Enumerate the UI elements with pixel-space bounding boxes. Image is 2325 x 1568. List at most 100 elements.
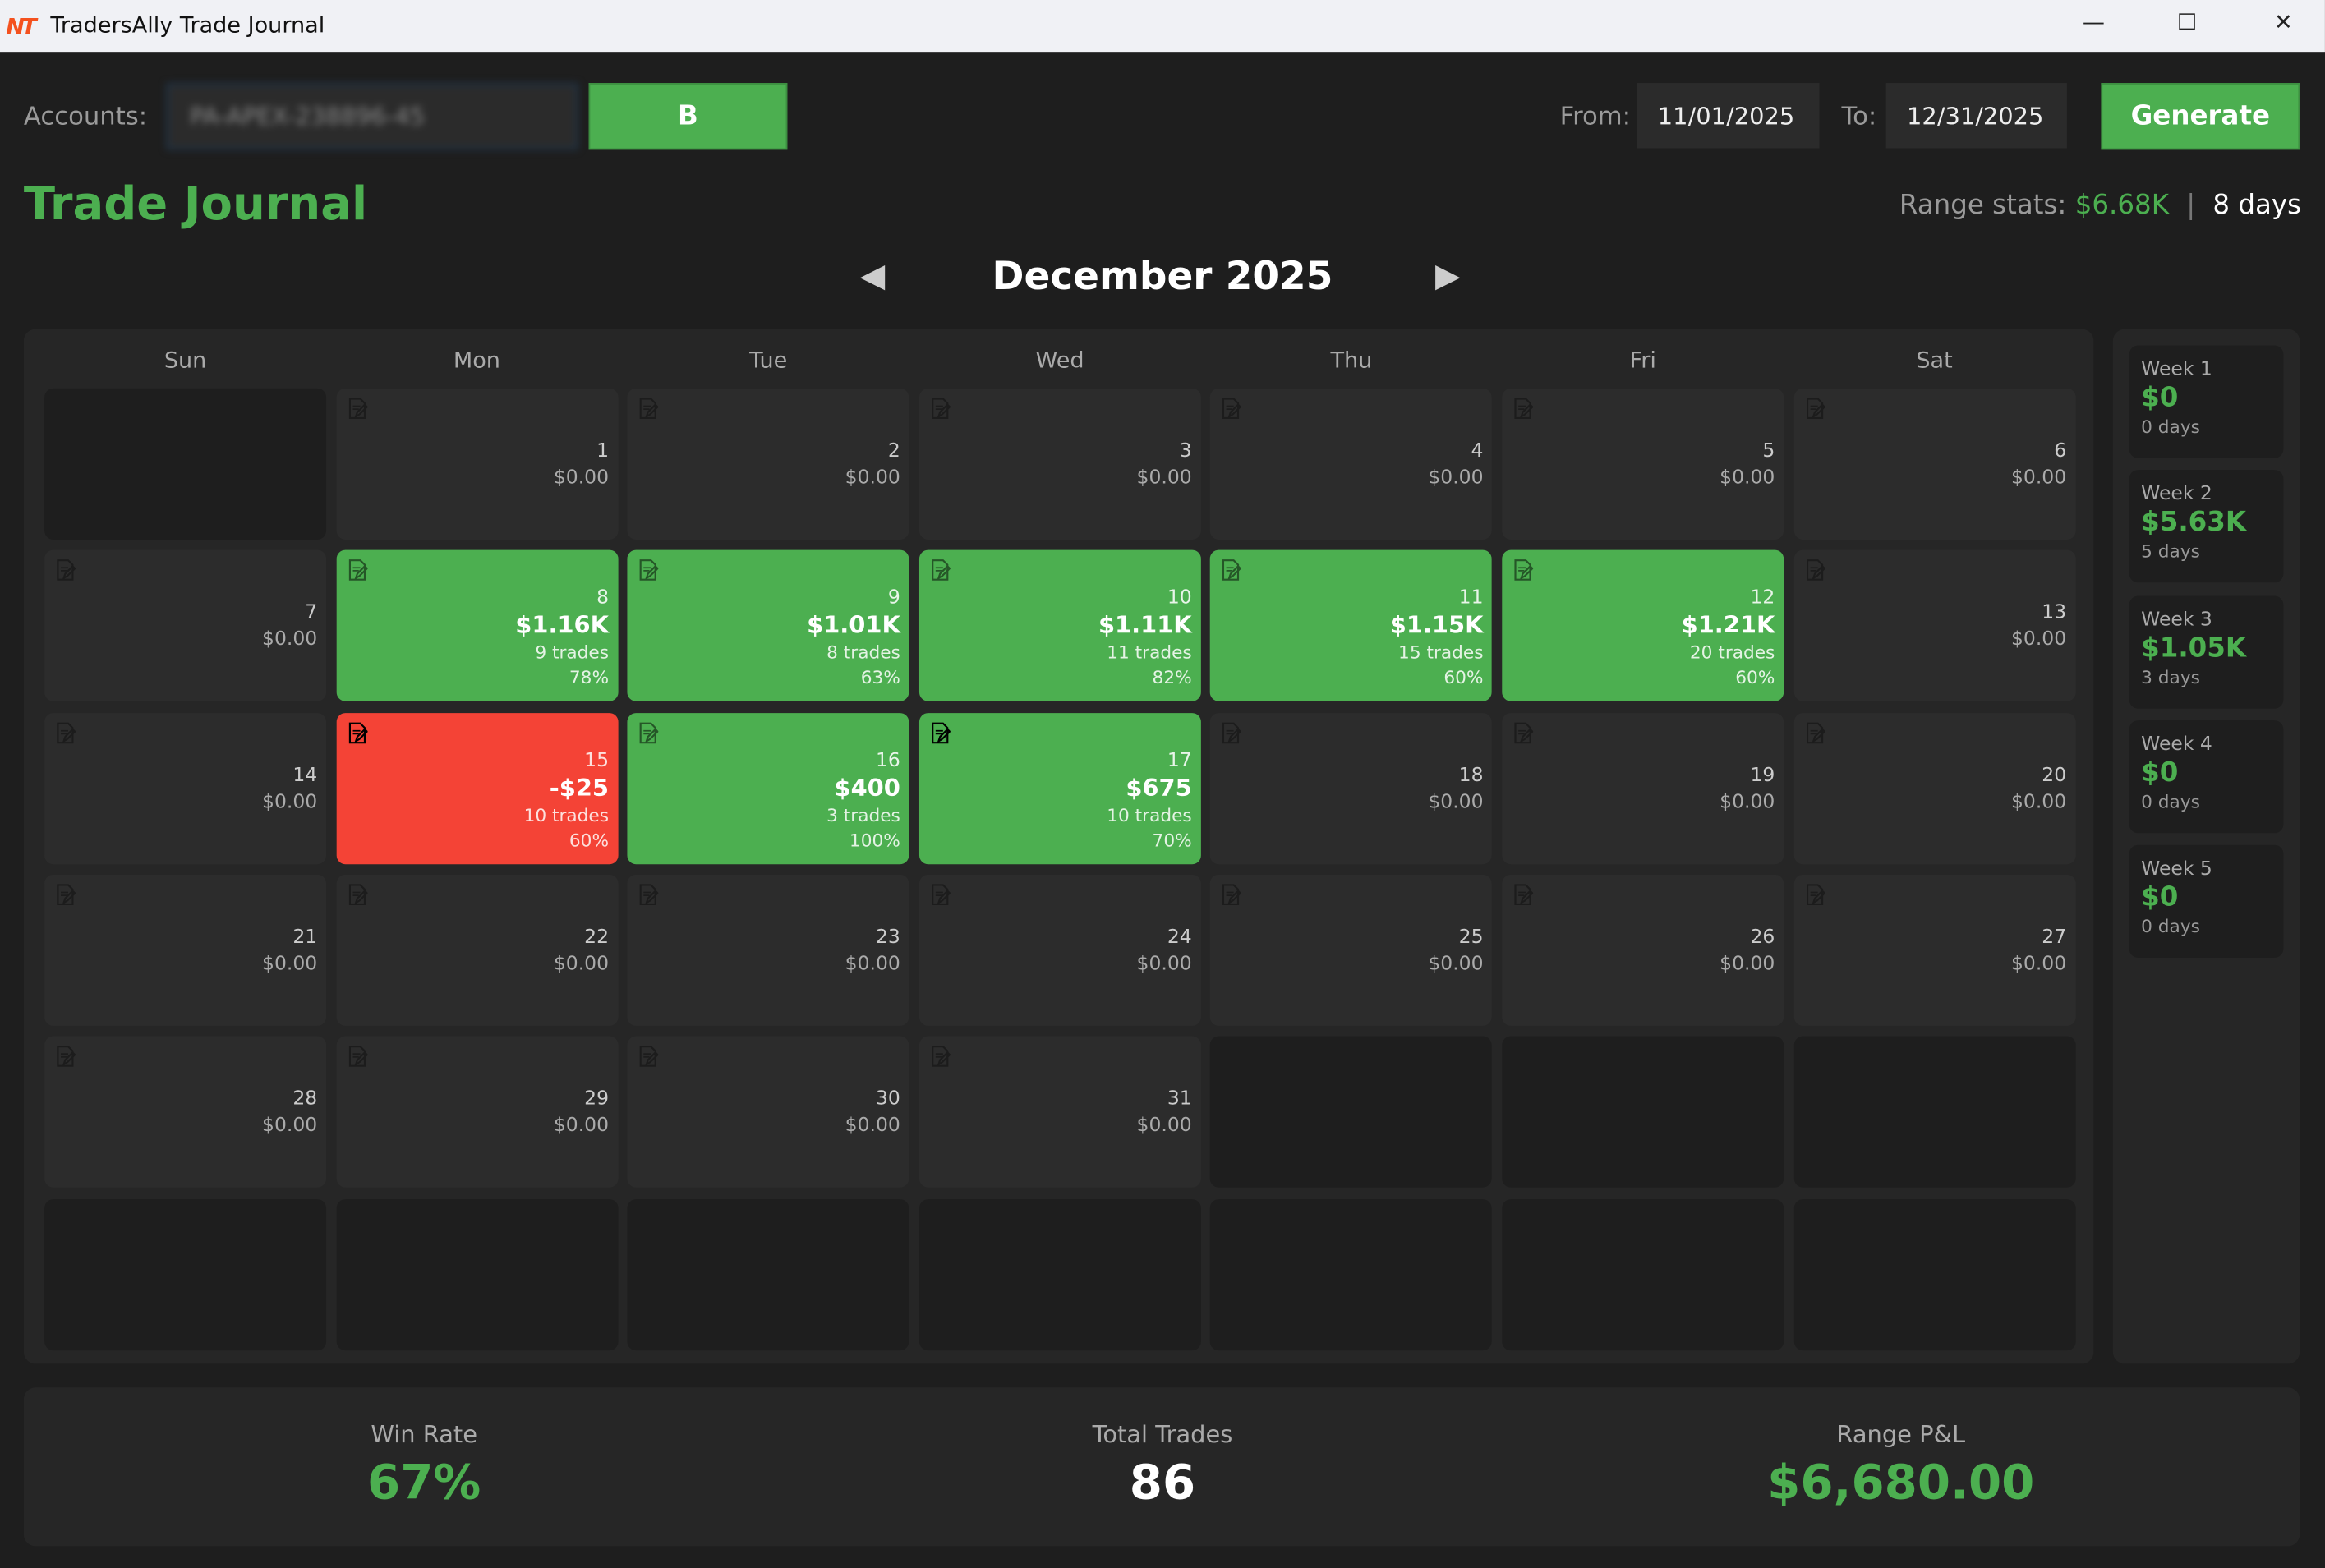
prev-month-button[interactable]: ◀ [859,258,886,296]
journal-note-icon[interactable] [348,398,368,420]
day-pnl: $0.00 [1136,1115,1192,1138]
journal-note-icon[interactable] [1806,398,1825,420]
calendar-day-31[interactable]: 31 $0.00 [918,1036,1201,1188]
day-number: 27 [2042,926,2067,949]
calendar-day-20[interactable]: 20 $0.00 [1793,712,2075,864]
day-info: 8 $1.16K 9 trades 78% [515,586,609,691]
calendar-empty-cell [335,1198,618,1350]
day-info: 12 $1.21K 20 trades 60% [1682,586,1775,691]
journal-note-icon[interactable] [931,398,951,420]
weekday-header-wed: Wed [1035,347,1084,374]
calendar-empty-cell [1502,1198,1784,1350]
day-win-rate: 63% [860,667,900,688]
journal-note-icon[interactable] [1222,721,1242,743]
calendar-day-3[interactable]: 3 $0.00 [918,388,1201,540]
day-pnl: $0.00 [553,467,610,490]
day-number: 17 [1167,749,1192,772]
journal-note-icon[interactable] [1514,721,1534,743]
journal-note-icon[interactable] [931,721,951,743]
accounts-input[interactable]: PA-APEX-238896-45 [166,83,578,150]
journal-note-icon[interactable] [1514,398,1534,420]
calendar-day-24[interactable]: 24 $0.00 [918,874,1201,1026]
journal-note-icon[interactable] [1806,721,1825,743]
journal-note-icon[interactable] [57,721,76,743]
calendar-day-14[interactable]: 14 $0.00 [44,712,327,864]
journal-note-icon[interactable] [348,1046,368,1068]
journal-note-icon[interactable] [1514,883,1534,905]
calendar-day-13[interactable]: 13 $0.00 [1793,550,2075,702]
journal-note-icon[interactable] [57,1046,76,1068]
journal-note-icon[interactable] [931,559,951,582]
calendar-day-27[interactable]: 27 $0.00 [1793,874,2075,1026]
calendar-empty-cell [1502,1036,1784,1188]
calendar-day-9[interactable]: 9 $1.01K 8 trades 63% [627,550,909,702]
journal-note-icon[interactable] [348,721,368,743]
generate-button[interactable]: Generate [2101,83,2300,150]
b-button[interactable]: B [588,83,788,150]
from-date-input[interactable]: 11/01/2025 [1637,83,1820,149]
day-win-rate: 70% [1152,829,1192,851]
calendar-day-10[interactable]: 10 $1.11K 11 trades 82% [918,550,1201,702]
journal-note-icon[interactable] [1806,883,1825,905]
accounts-label: Accounts: [23,102,148,132]
week-days: 0 days [2141,791,2200,812]
close-icon[interactable]: ✕ [2274,8,2293,36]
journal-note-icon[interactable] [57,883,76,905]
day-trade-count: 8 trades [826,642,900,664]
journal-note-icon[interactable] [639,883,660,905]
day-info: 10 $1.11K 11 trades 82% [1098,586,1192,691]
calendar-day-17[interactable]: 17 $675 10 trades 70% [918,712,1201,864]
calendar-day-8[interactable]: 8 $1.16K 9 trades 78% [335,550,618,702]
journal-note-icon[interactable] [348,559,368,582]
calendar-day-2[interactable]: 2 $0.00 [627,388,909,540]
calendar-day-28[interactable]: 28 $0.00 [44,1036,327,1188]
journal-note-icon[interactable] [1222,398,1242,420]
calendar-day-23[interactable]: 23 $0.00 [627,874,909,1026]
calendar-day-30[interactable]: 30 $0.00 [627,1036,909,1188]
journal-note-icon[interactable] [639,721,660,743]
calendar-day-18[interactable]: 18 $0.00 [1210,712,1493,864]
to-date-input[interactable]: 12/31/2025 [1885,83,2067,149]
journal-note-icon[interactable] [348,883,368,905]
calendar-day-5[interactable]: 5 $0.00 [1502,388,1784,540]
calendar-day-1[interactable]: 1 $0.00 [335,388,618,540]
next-month-button[interactable]: ▶ [1435,258,1461,296]
day-pnl: $0.00 [1428,791,1484,814]
calendar-day-19[interactable]: 19 $0.00 [1502,712,1784,864]
day-number: 14 [292,764,318,787]
week-pnl: $0 [2141,882,2179,914]
calendar-day-25[interactable]: 25 $0.00 [1210,874,1493,1026]
journal-note-icon[interactable] [639,398,660,420]
journal-note-icon[interactable] [931,883,951,905]
journal-note-icon[interactable] [57,559,76,582]
calendar-day-22[interactable]: 22 $0.00 [335,874,618,1026]
calendar-day-12[interactable]: 12 $1.21K 20 trades 60% [1502,550,1784,702]
calendar-day-16[interactable]: 16 $400 3 trades 100% [627,712,909,864]
journal-note-icon[interactable] [931,1046,951,1068]
day-info: 7 $0.00 [262,600,317,654]
day-number: 26 [1750,926,1775,949]
calendar-day-7[interactable]: 7 $0.00 [44,550,327,702]
calendar-day-15[interactable]: 15 -$25 10 trades 60% [335,712,618,864]
range-stats-separator: | [2186,190,2196,221]
journal-note-icon[interactable] [1514,559,1534,582]
week-pnl: $0 [2141,757,2179,789]
day-info: 18 $0.00 [1428,763,1483,816]
day-pnl: $0.00 [845,953,900,976]
journal-note-icon[interactable] [1222,883,1242,905]
calendar-day-26[interactable]: 26 $0.00 [1502,874,1784,1026]
journal-note-icon[interactable] [639,1046,660,1068]
calendar-day-11[interactable]: 11 $1.15K 15 trades 60% [1210,550,1493,702]
calendar-day-29[interactable]: 29 $0.00 [335,1036,618,1188]
calendar-day-6[interactable]: 6 $0.00 [1793,388,2075,540]
day-info: 9 $1.01K 8 trades 63% [807,586,900,691]
range-stats-label: Range stats: [1899,190,2067,221]
journal-note-icon[interactable] [1222,559,1242,582]
minimize-icon[interactable]: — [2082,8,2105,36]
journal-note-icon[interactable] [639,559,660,582]
journal-note-icon[interactable] [1806,559,1825,582]
maximize-icon[interactable]: ☐ [2176,8,2198,36]
calendar-day-4[interactable]: 4 $0.00 [1210,388,1493,540]
calendar-day-21[interactable]: 21 $0.00 [44,874,327,1026]
day-info: 14 $0.00 [262,763,317,816]
